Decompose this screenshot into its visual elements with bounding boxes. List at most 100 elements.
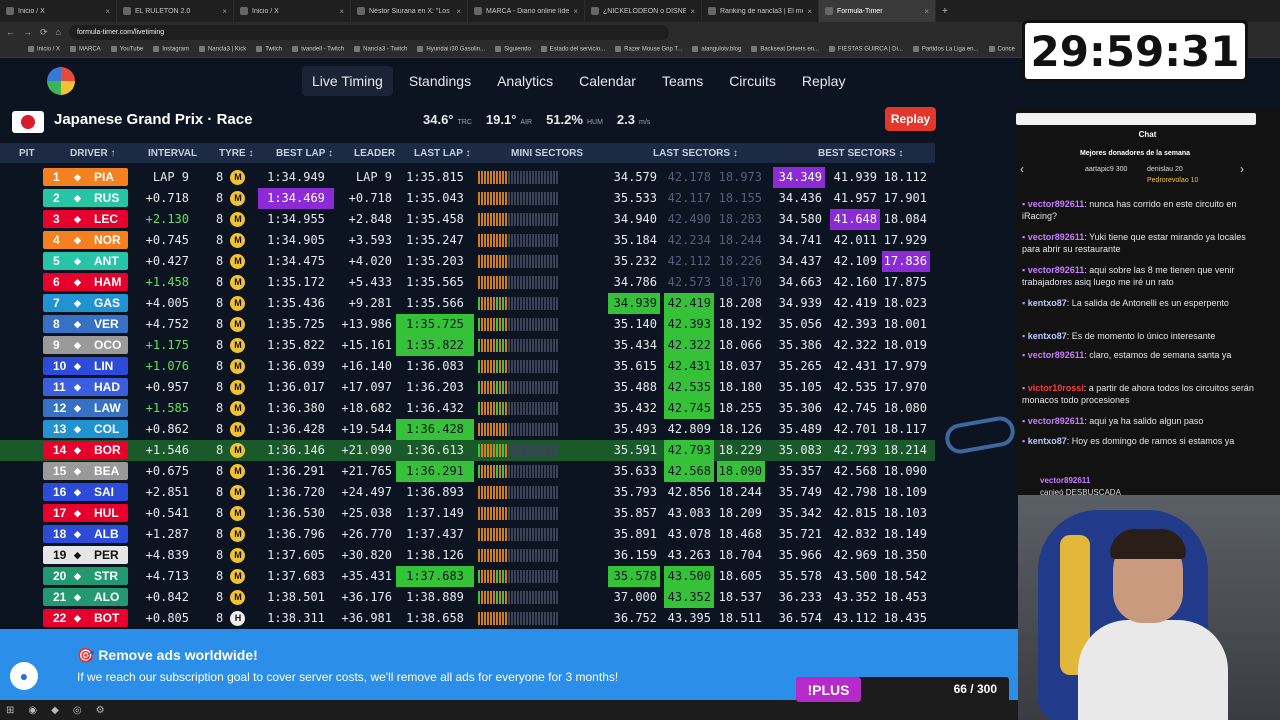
browser-tab[interactable]: Inicio / X × [0, 0, 117, 22]
driver-badge[interactable]: 17 ◆ HUL [43, 504, 128, 522]
nav-live-timing[interactable]: Live Timing [302, 66, 393, 96]
nav-circuits[interactable]: Circuits [729, 73, 776, 89]
settings-taskbar-icon[interactable]: ⚙ [95, 704, 105, 716]
browser-tab[interactable]: Formula-Timer × [819, 0, 936, 22]
close-icon[interactable]: × [456, 6, 461, 16]
driver-badge[interactable]: 16 ◆ SAI [43, 483, 128, 501]
bookmark[interactable]: Razer Mouse Grip T... [615, 46, 682, 53]
bookmark[interactable]: Hyundai i30 Gasolin... [417, 46, 485, 53]
table-row[interactable]: 8 ◆ VER +4.752 8 M 1:35.725 +13.986 1:35.725 35.… [0, 314, 935, 335]
bookmark[interactable]: alangulotv.blog [692, 46, 741, 53]
driver-badge[interactable]: 13 ◆ COL [43, 420, 128, 438]
bookmark[interactable]: Backseat Drivers en... [751, 46, 819, 53]
table-row[interactable]: 14 ◆ BOR +1.546 8 M 1:36.146 +21.090 1:36.613 35… [0, 440, 935, 461]
chat-username[interactable]: vector892611 [1027, 416, 1085, 426]
chat-username[interactable]: vector892611 [1027, 265, 1085, 275]
table-row[interactable]: 13 ◆ COL +0.862 8 M 1:36.428 +19.544 1:36.428 35… [0, 419, 935, 440]
close-icon[interactable]: × [339, 6, 344, 16]
chat-username[interactable]: vector892611 [1027, 350, 1085, 360]
close-icon[interactable]: × [690, 6, 695, 16]
col-tyre[interactable]: TYRE ↕ [219, 148, 254, 159]
table-row[interactable]: 19 ◆ PER +4.839 8 M 1:37.605 +30.820 1:38.126 36… [0, 545, 935, 566]
nav-teams[interactable]: Teams [661, 73, 704, 89]
driver-badge[interactable]: 10 ◆ LIN [43, 357, 128, 375]
new-tab-icon[interactable]: + [942, 5, 948, 17]
chrome-taskbar-icon[interactable]: ◉ [28, 704, 38, 716]
chat-username[interactable]: vector892611 [1027, 199, 1085, 209]
bookmark[interactable]: Instagram [153, 46, 189, 53]
bookmark[interactable]: Inicio / X [28, 46, 60, 53]
bookmark[interactable]: FIESTAS GUIRCA | Di... [829, 46, 903, 53]
table-row[interactable]: 16 ◆ SAI +2.851 8 M 1:36.720 +24.497 1:36.893 35… [0, 482, 935, 503]
chat-username[interactable]: kentxo87 [1027, 436, 1067, 446]
forward-icon[interactable]: → [23, 27, 32, 37]
col-last-sectors[interactable]: LAST SECTORS ↕ [653, 148, 738, 159]
table-row[interactable]: 20 ◆ STR +4.713 8 M 1:37.683 +35.431 1:37.683 35… [0, 566, 935, 587]
bookmark[interactable]: MARCA [70, 46, 101, 53]
bookmark[interactable]: Partidos La Liga en... [913, 46, 979, 53]
app-taskbar-icon[interactable]: ◆ [51, 704, 59, 716]
col-interval[interactable]: INTERVAL [148, 148, 198, 159]
reload-icon[interactable]: ⟳ [40, 26, 48, 37]
close-icon[interactable]: × [222, 6, 227, 16]
bookmark[interactable]: Twitch [256, 46, 282, 53]
table-row[interactable]: 4 ◆ NOR +0.745 8 M 1:34.905 +3.593 1:35.247 35.1… [0, 230, 935, 251]
browser-tab[interactable]: ¿NICKELODEON o DISNEY CHA × [585, 0, 702, 22]
driver-badge[interactable]: 14 ◆ BOR [43, 441, 128, 459]
chat-search-field[interactable] [1016, 113, 1256, 125]
bookmark[interactable]: Conce [989, 46, 1015, 53]
nav-analytics[interactable]: Analytics [497, 73, 554, 89]
driver-badge[interactable]: 11 ◆ HAD [43, 378, 128, 396]
table-row[interactable]: 22 ◆ BOT +0.805 8 H 1:38.311 +36.981 1:38.658 36… [0, 608, 935, 629]
table-row[interactable]: 1 ◆ PIA LAP 9 8 M 1:34.949 LAP 9 1:35.815 34.579… [0, 167, 935, 188]
browser-tab[interactable]: MARCA - Diario online líder en× [468, 0, 585, 22]
bookmark[interactable]: Nancla3 | Kick [199, 46, 246, 53]
table-row[interactable]: 6 ◆ HAM +1.458 8 M 1:35.172 +5.433 1:35.565 34.7… [0, 272, 935, 293]
browser-tab[interactable]: EL RULETON 2.0 × [117, 0, 234, 22]
col-last-lap[interactable]: LAST LAP ↕ [414, 148, 471, 159]
url-field[interactable]: formula-timer.com/livetiming [68, 24, 669, 40]
table-row[interactable]: 2 ◆ RUS +0.718 8 M 1:34.469 +0.718 1:35.043 35.5… [0, 188, 935, 209]
driver-badge[interactable]: 7 ◆ GAS [43, 294, 128, 312]
close-icon[interactable]: × [105, 6, 110, 16]
table-row[interactable]: 17 ◆ HUL +0.541 8 M 1:36.530 +25.038 1:37.149 35… [0, 503, 935, 524]
nav-replay[interactable]: Replay [801, 73, 846, 89]
bookmark[interactable]: Estado del servicio... [541, 46, 605, 53]
close-icon[interactable]: × [807, 6, 812, 16]
close-icon[interactable]: × [573, 6, 578, 16]
table-row[interactable]: 11 ◆ HAD +0.957 8 M 1:36.017 +17.097 1:36.203 35… [0, 377, 935, 398]
bookmark[interactable]: Nancla3 - Twitch [354, 46, 407, 53]
driver-badge[interactable]: 18 ◆ ALB [43, 525, 128, 543]
table-row[interactable]: 15 ◆ BEA +0.675 8 M 1:36.291 +21.765 1:36.291 35… [0, 461, 935, 482]
table-row[interactable]: 5 ◆ ANT +0.427 8 M 1:34.475 +4.020 1:35.203 35.2… [0, 251, 935, 272]
col-pit[interactable]: PIT [19, 148, 35, 159]
home-icon[interactable]: ⌂ [55, 27, 61, 37]
driver-badge[interactable]: 5 ◆ ANT [43, 252, 128, 270]
chat-username[interactable]: kentxo87 [1027, 331, 1067, 341]
browser-tab[interactable]: Inicio / X × [234, 0, 351, 22]
driver-badge[interactable]: 22 ◆ BOT [43, 609, 128, 627]
chevron-left-icon[interactable]: ‹ [1020, 162, 1024, 176]
browser-tab[interactable]: Ranking de nancla3 | El mejor × [702, 0, 819, 22]
formula-timer-logo[interactable] [47, 67, 75, 95]
table-row[interactable]: 10 ◆ LIN +1.076 8 M 1:36.039 +16.140 1:36.083 35… [0, 356, 935, 377]
driver-badge[interactable]: 1 ◆ PIA [43, 168, 128, 186]
table-row[interactable]: 9 ◆ OCO +1.175 8 M 1:35.822 +15.161 1:35.822 35.… [0, 335, 935, 356]
cookie-icon[interactable]: ● [10, 662, 38, 690]
bookmark[interactable]: YouTube [111, 46, 144, 53]
chevron-right-icon[interactable]: › [1240, 162, 1244, 176]
table-row[interactable]: 7 ◆ GAS +4.005 8 M 1:35.436 +9.281 1:35.566 34.9… [0, 293, 935, 314]
replay-button[interactable]: Replay [885, 107, 936, 131]
chat-username[interactable]: kentxo87 [1027, 298, 1067, 308]
bookmark[interactable]: Siguiendo [495, 46, 531, 53]
driver-badge[interactable]: 19 ◆ PER [43, 546, 128, 564]
table-row[interactable]: 18 ◆ ALB +1.287 8 M 1:36.796 +26.770 1:37.437 35… [0, 524, 935, 545]
col-best-sectors[interactable]: BEST SECTORS ↕ [818, 148, 904, 159]
back-icon[interactable]: ← [6, 27, 15, 37]
chat-username[interactable]: victor10rossi [1027, 383, 1084, 393]
table-row[interactable]: 12 ◆ LAW +1.585 8 M 1:36.380 +18.682 1:36.432 35… [0, 398, 935, 419]
windows-start-icon[interactable]: ⊞ [6, 704, 15, 716]
browser-tab[interactable]: Néstor Siurana en X: "Los hutin × [351, 0, 468, 22]
driver-badge[interactable]: 12 ◆ LAW [43, 399, 128, 417]
driver-badge[interactable]: 3 ◆ LEC [43, 210, 128, 228]
